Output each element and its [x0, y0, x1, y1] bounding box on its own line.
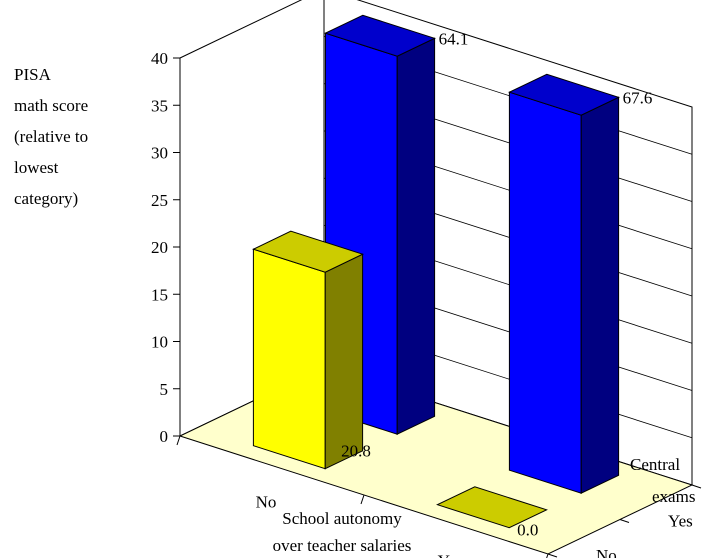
y-axis-title-line-3: (relative to	[14, 127, 88, 146]
z-tick-label-no: No	[596, 546, 617, 558]
floor-axes	[176, 435, 702, 558]
bar-front-face	[508, 91, 582, 494]
y-axis-title-line-1: PISA	[14, 65, 52, 84]
bar-side-face	[396, 37, 436, 435]
y-tick-label: 0	[160, 427, 169, 446]
z-tick-label-yes: Yes	[668, 511, 693, 530]
x-tick-labels: No Yes	[256, 493, 463, 558]
data-label-yes-no: 0.0	[517, 521, 538, 540]
y-tick-label: 20	[151, 238, 168, 257]
bar-top-face	[508, 73, 620, 116]
y-axis-title-line-5: category)	[14, 189, 78, 208]
z-axis-title-line-1: Central	[630, 455, 680, 474]
bar-top-face	[324, 14, 436, 57]
bars	[252, 14, 620, 529]
x-tick-label-no: No	[256, 493, 277, 512]
bar-yes-no	[436, 486, 548, 529]
y-axis: 0 5 10 15 20 25 30 35 40	[151, 49, 181, 446]
y-tick-label: 35	[151, 96, 168, 115]
x-tick	[360, 494, 365, 505]
y-tick-label: 40	[151, 49, 168, 68]
bar-front-face	[252, 248, 326, 470]
y-tick-label: 15	[151, 285, 168, 304]
z-tick	[619, 519, 630, 523]
data-label-no-yes: 64.1	[439, 29, 469, 48]
y-tick-label: 5	[160, 380, 169, 399]
data-label-no-no: 20.8	[341, 442, 371, 461]
z-axis-title-line-2: exams	[652, 487, 695, 506]
y-tick-label: 25	[151, 191, 168, 210]
z-tick	[547, 553, 558, 558]
bar-side-face	[580, 96, 620, 494]
y-tick-label: 30	[151, 144, 168, 163]
y-axis-title-line-2: math score	[14, 96, 88, 115]
bar-side-face	[324, 253, 364, 470]
bar-no-no	[252, 230, 364, 470]
x-tick	[176, 435, 181, 446]
x-tick-label-yes: Yes	[438, 552, 463, 558]
x-axis-title-line-2: over teacher salaries	[273, 536, 412, 555]
x-tick	[546, 553, 549, 558]
bar-top-face	[436, 486, 548, 529]
bar-yes-yes	[508, 73, 620, 494]
x-axis-title-line-1: School autonomy	[282, 509, 402, 528]
y-tick-label: 10	[151, 333, 168, 352]
z-tick	[691, 484, 702, 489]
z-tick-labels: No Yes	[596, 511, 693, 558]
data-label-yes-yes: 67.6	[623, 88, 653, 107]
bar-top-face	[252, 230, 364, 273]
data-labels: 64.1 67.6 20.8 0.0	[341, 29, 652, 539]
y-axis-title-line-4: lowest	[14, 158, 59, 177]
